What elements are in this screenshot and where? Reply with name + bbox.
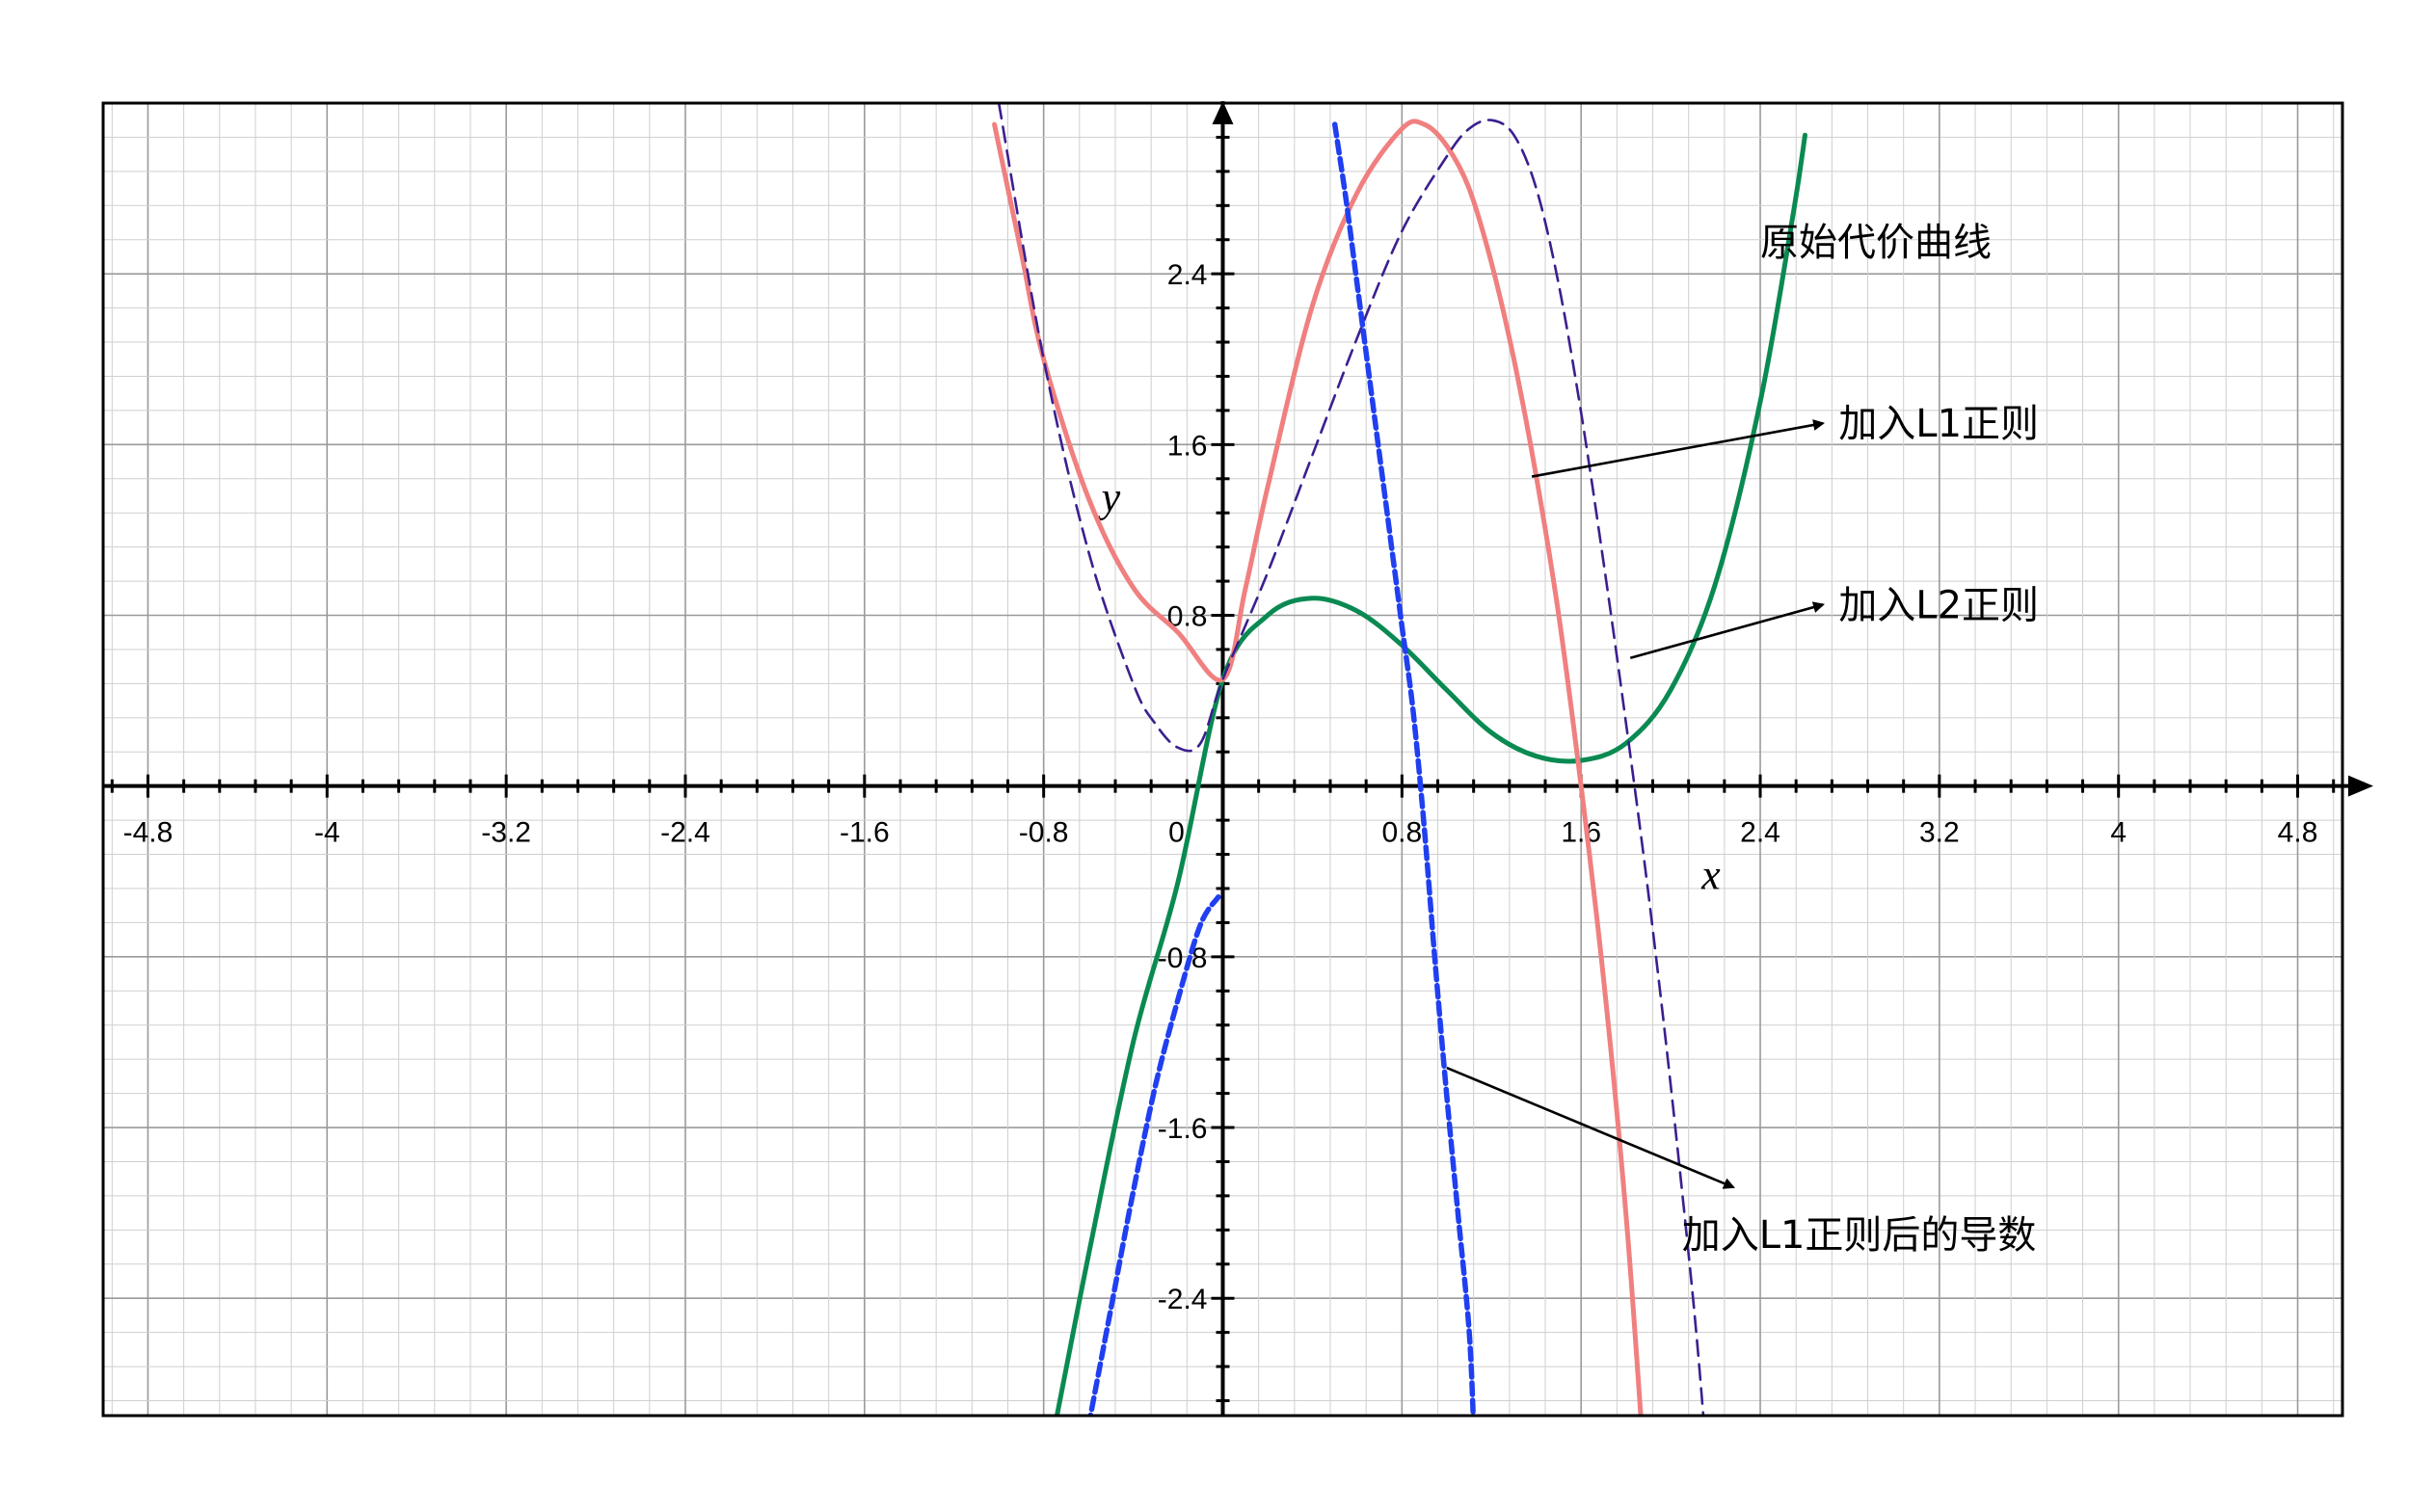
annotation-label-l2: 加入L2正则 bbox=[1838, 583, 2039, 627]
x-tick-label: -3.2 bbox=[481, 817, 531, 849]
plot-frame bbox=[101, 101, 2344, 1418]
x-tick-label: 4 bbox=[2110, 817, 2127, 849]
series-l1_derivative bbox=[1331, 121, 1476, 1416]
y-axis-arrow bbox=[1212, 101, 1234, 124]
x-tick-label: 0.8 bbox=[1381, 817, 1422, 849]
y-tick-label: -1.6 bbox=[1158, 1113, 1208, 1145]
x-tick-label: -1.6 bbox=[840, 817, 890, 849]
annotation-arrow-l2 bbox=[1629, 601, 1825, 660]
series-l1 bbox=[992, 119, 1644, 1416]
x-tick-label: 3.2 bbox=[1919, 817, 1960, 849]
x-tick-label: -2.4 bbox=[660, 817, 710, 849]
annotation-label-l1_derivative: 加入L1正则后的导数 bbox=[1682, 1213, 2037, 1258]
x-axis-label: x bbox=[1700, 852, 1721, 899]
series-l1_derivative bbox=[1087, 894, 1221, 1416]
y-tick-label: -2.4 bbox=[1158, 1284, 1208, 1315]
series-group bbox=[992, 103, 1807, 1416]
axes bbox=[103, 101, 2373, 1416]
y-tick-label: 2.4 bbox=[1167, 259, 1208, 291]
annotation-arrow-l1_derivative bbox=[1446, 1066, 1735, 1189]
x-tick-label: 0 bbox=[1168, 817, 1185, 849]
series-l2 bbox=[997, 103, 1705, 1416]
x-tick-label: -0.8 bbox=[1019, 817, 1069, 849]
series-original bbox=[1054, 132, 1807, 1416]
x-tick-label: 1.6 bbox=[1561, 817, 1601, 849]
annotation-arrow-l1 bbox=[1531, 419, 1826, 478]
annotation-label-l1: 加入L1正则 bbox=[1838, 402, 2039, 446]
x-tick-label: 4.8 bbox=[2278, 817, 2318, 849]
x-tick-label: -4 bbox=[314, 817, 340, 849]
annotation-label-original: 原始代价曲线 bbox=[1760, 221, 1992, 265]
tick-labels: -4.8 -4 -3.2 -2.4 -1.6 -0.8 0 0.8 1.6 2.4 3.2 4 4.8 2… bbox=[123, 259, 2318, 1315]
y-axis-label: y bbox=[1098, 474, 1121, 521]
x-tick-label: 2.4 bbox=[1740, 817, 1780, 849]
x-tick-label: -4.8 bbox=[123, 817, 174, 849]
y-tick-label: -0.8 bbox=[1158, 942, 1208, 974]
y-tick-label: 1.6 bbox=[1167, 430, 1208, 462]
x-axis-arrow bbox=[2348, 775, 2373, 797]
